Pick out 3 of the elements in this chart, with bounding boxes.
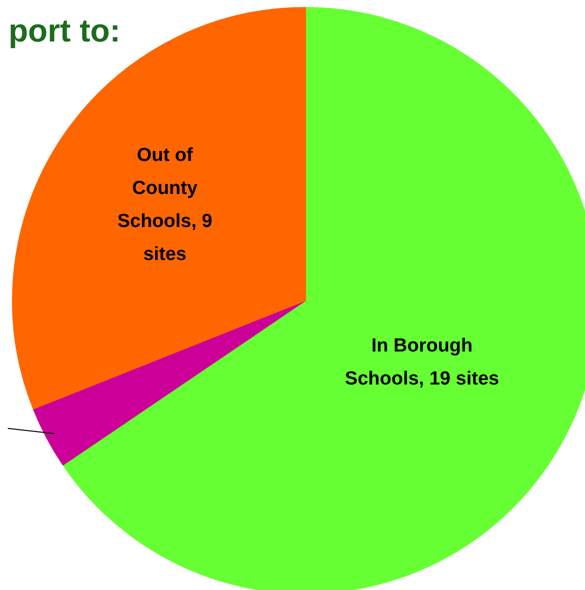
- chart-title: port to:: [8, 12, 120, 48]
- slice-label: In Borough Schools, 19 sites: [344, 335, 500, 390]
- slice-label: Out of County Schools, 9 sites: [117, 145, 212, 266]
